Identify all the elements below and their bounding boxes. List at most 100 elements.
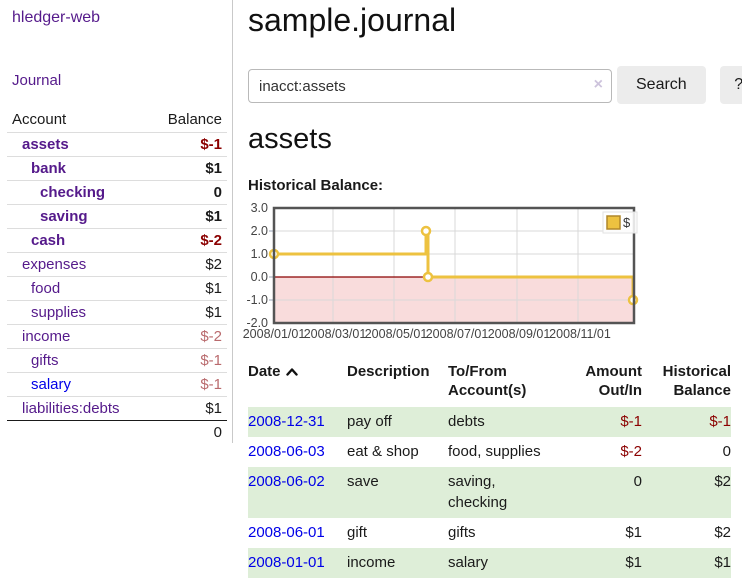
transaction-row: 2008-06-01 gift gifts $1 $2 [248,518,731,548]
transaction-balance: $2 [714,473,731,490]
transaction-date-link[interactable]: 2008-06-01 [248,524,325,541]
transaction-amount: $-1 [620,413,642,430]
transaction-accounts: gifts [448,524,476,541]
transaction-date-link[interactable]: 2008-01-01 [248,554,325,571]
data-point [420,225,432,237]
account-row: supplies $1 [7,300,227,325]
transaction-description: pay off [347,413,392,430]
accounts-column-header: To/From Account(s) [448,363,527,399]
account-row: food $1 [7,276,227,301]
transaction-balance: $1 [714,554,731,571]
transaction-date-link[interactable]: 2008-06-02 [248,473,325,490]
account-link-expenses[interactable]: expenses [22,255,87,273]
transaction-row: 2008-06-02 save saving, checking 0 $2 [248,467,731,518]
search-input[interactable] [248,69,612,103]
accounts-total-row: 0 [7,420,227,445]
svg-text:2008/11/01: 2008/11/01 [549,327,611,341]
accounts-table: Account Balance assets $-1 bank $1 check… [7,108,227,445]
account-row: salary $-1 [7,372,227,397]
account-balance: $1 [205,399,222,417]
register-header-row: Date Description To/From Account(s) Amou… [248,360,731,407]
search-button[interactable]: Search [617,66,706,104]
legend-swatch-icon [606,215,621,230]
transaction-accounts: saving, checking [448,473,508,511]
account-link-saving[interactable]: saving [40,207,88,225]
transaction-date-link[interactable]: 2008-12-31 [248,413,325,430]
account-balance: $1 [205,279,222,297]
svg-text:2008/03/01: 2008/03/01 [304,327,367,341]
account-link-food[interactable]: food [31,279,61,297]
search-bar: × Search ? [248,66,742,104]
account-row: checking 0 [7,180,227,205]
chart-tick-marks [269,230,273,301]
legend-label: $ [623,215,631,230]
account-row: expenses $2 [7,252,227,277]
account-balance: 0 [213,183,222,201]
transaction-accounts: salary [448,554,489,571]
account-row: assets $-1 [7,132,227,157]
account-balance: $2 [205,255,222,273]
transaction-description: save [347,473,379,490]
account-row: income $-2 [7,324,227,349]
account-link-bank[interactable]: bank [31,159,67,177]
account-balance: $-1 [200,375,222,393]
chart-y-axis-labels: 3.0 2.0 1.0 0.0 -1.0 -2.0 [246,202,268,330]
transaction-amount: $1 [625,524,642,541]
transaction-description: income [347,554,396,571]
chart-x-axis-labels: 2008/01/01 2008/03/01 2008/05/01 2008/07… [243,327,611,341]
transaction-amount: 0 [633,473,642,490]
amount-column-header: Amount Out/In [585,363,642,399]
svg-text:1.0: 1.0 [251,247,268,261]
account-balance: $-1 [200,135,222,153]
svg-text:3.0: 3.0 [251,202,268,215]
account-row: saving $1 [7,204,227,229]
balance-column-header: Historical Balance [662,363,731,399]
svg-text:-2.0: -2.0 [246,316,268,330]
transaction-balance: 0 [722,443,731,460]
account-link-salary[interactable]: salary [31,375,72,393]
data-point [422,271,434,283]
transaction-row: 2008-12-31 pay off debts $-1 $-1 [248,407,731,437]
app-title-link[interactable]: hledger-web [12,9,101,26]
account-link-cash[interactable]: cash [31,231,66,249]
help-button[interactable]: ? [719,66,742,104]
account-heading: assets [248,123,332,155]
transaction-description: gift [347,524,368,541]
account-link-income[interactable]: income [22,327,71,345]
transaction-amount: $-2 [620,443,642,460]
account-link-supplies[interactable]: supplies [31,303,87,321]
transaction-accounts: debts [448,413,485,430]
svg-text:2008/07/01: 2008/07/01 [426,327,489,341]
transaction-balance: $2 [714,524,731,541]
accounts-total: 0 [213,423,222,441]
transaction-description: eat & shop [347,443,419,460]
page-title: sample.journal [248,2,457,38]
account-column-header: Account [12,111,67,128]
account-link-assets[interactable]: assets [22,135,69,153]
svg-text:2008/01/01: 2008/01/01 [243,327,306,341]
account-balance: $-2 [200,231,222,249]
transaction-date-link[interactable]: 2008-06-03 [248,443,325,460]
account-row: bank $1 [7,156,227,181]
account-link-checking[interactable]: checking [40,183,106,201]
account-balance: $-2 [200,327,222,345]
svg-text:-1.0: -1.0 [246,293,268,307]
svg-text:2008/09/01: 2008/09/01 [488,327,551,341]
account-row: liabilities:debts $1 [7,396,227,421]
accounts-table-header: Account Balance [7,108,227,133]
chart-border [272,206,636,325]
clear-search-icon[interactable]: × [593,76,603,93]
account-balance: $1 [205,303,222,321]
transaction-row: 2008-06-03 eat & shop food, supplies $-2… [248,437,731,467]
account-row: gifts $-1 [7,348,227,373]
account-link-liabilities-debts[interactable]: liabilities:debts [22,399,120,417]
description-column-header: Description [347,363,430,380]
account-balance: $1 [205,159,222,177]
sidebar-item-journal[interactable]: Journal [12,72,62,89]
account-balance: $1 [205,207,222,225]
date-column-header[interactable]: Date [248,360,347,407]
account-link-gifts[interactable]: gifts [31,351,59,369]
balance-chart: $ 3.0 2.0 1.0 0.0 -1.0 -2.0 2008/01/01 2… [243,202,639,341]
transaction-row: 2008-01-01 income salary $1 $1 [248,548,731,578]
register-table: Date Description To/From Account(s) Amou… [248,360,731,578]
